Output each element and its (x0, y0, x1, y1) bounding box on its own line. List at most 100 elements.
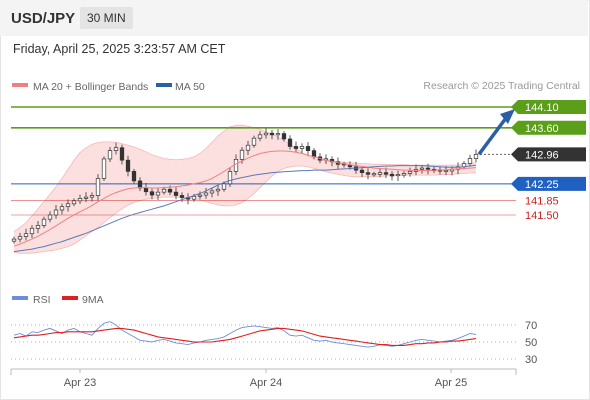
rsi-legend-swatch (12, 296, 28, 300)
rsi-panel: 70 50 30 (11, 320, 537, 366)
level-tag-resistance (511, 120, 586, 135)
candle-body (131, 171, 137, 182)
candle-body (77, 198, 83, 202)
research-credit: Research © 2025 Trading Central (423, 80, 580, 92)
candle-body (227, 171, 233, 185)
level-label-resistance: 144.10 (525, 102, 559, 114)
price-panel: 144.10 143.60 142.25 141.85 141.50 142.96 (11, 100, 586, 254)
candle-body (359, 169, 365, 173)
candle-body (173, 191, 179, 196)
candle-body (71, 200, 77, 205)
candle-body (371, 173, 377, 176)
level-label-support: 141.85 (525, 195, 559, 207)
ma50-legend-label: MA 50 (175, 81, 205, 93)
candle-body (305, 146, 311, 151)
candle-body (11, 238, 17, 242)
rsi-legend-label: RSI (33, 294, 51, 306)
ma20-legend-swatch (12, 83, 28, 87)
rsi-tick-label: 50 (525, 337, 537, 349)
candle-body (263, 132, 269, 136)
candle-body (155, 191, 161, 196)
candle-body (17, 236, 23, 240)
candle-body (119, 147, 125, 161)
candle-body (101, 158, 107, 179)
candle-body (251, 137, 257, 146)
x-tick-label: Apr 24 (250, 377, 282, 389)
candle-body (395, 174, 401, 177)
candle-body (287, 138, 293, 147)
candle-body (149, 191, 155, 196)
timeframe-badge[interactable]: 30 MIN (80, 7, 133, 29)
level-tag-pivot (511, 176, 586, 191)
candle-body (209, 190, 215, 194)
candle-body (233, 158, 239, 172)
rsi-tick-label: 30 (525, 354, 537, 366)
candle-body (113, 147, 119, 151)
candle-body (35, 225, 41, 229)
time-axis: Apr 23 Apr 24 Apr 25 (10, 368, 517, 389)
forecast-arrow-shaft (477, 116, 508, 156)
candle-body (41, 218, 47, 226)
candle-body (275, 133, 281, 136)
candle-body (197, 194, 203, 197)
candle-body (347, 164, 353, 168)
candle-body (137, 180, 143, 189)
candle-body (203, 192, 209, 196)
last-price-label: 142.96 (525, 149, 559, 161)
rsi-line (13, 321, 477, 348)
header-bar: USD/JPY 30 MIN (0, 0, 588, 36)
x-tick-label: Apr 23 (64, 377, 96, 389)
ma20-legend-label: MA 20 + Bollinger Bands (33, 81, 148, 93)
rsi-ma-line (13, 327, 477, 346)
candle-body (215, 188, 221, 192)
ma50-line (13, 164, 477, 253)
candle-body (65, 203, 71, 208)
candle-body (377, 172, 383, 175)
level-label-resistance: 143.60 (525, 123, 559, 135)
ma20-line (13, 150, 477, 247)
last-price-tag (511, 147, 586, 162)
candle-body (365, 172, 371, 175)
candle-body (245, 144, 251, 151)
x-tick-label: Apr 25 (435, 377, 467, 389)
candle-body (89, 195, 95, 198)
ma50-legend-swatch (156, 83, 172, 87)
candle-body (125, 159, 131, 172)
candle-body (179, 195, 185, 198)
rsi-ma-legend-swatch (62, 296, 78, 300)
candle-body (473, 154, 479, 159)
candle-body (47, 214, 53, 220)
candle-body (389, 173, 395, 177)
candle-body (239, 149, 245, 160)
candle-body (419, 167, 425, 170)
candle-body (443, 170, 449, 172)
bollinger-band-fill (14, 125, 476, 254)
rsi-ma-legend-label: 9MA (82, 294, 104, 306)
level-label-support: 141.50 (525, 210, 559, 222)
candle-body (29, 227, 35, 235)
level-tag-resistance (511, 100, 586, 114)
rsi-tick-label: 70 (525, 320, 537, 332)
candle-body (407, 171, 413, 174)
candle-body (299, 146, 305, 149)
candle-body (53, 209, 59, 216)
candle-body (281, 133, 287, 140)
candle-body (143, 187, 149, 193)
bollinger-upper-line (13, 124, 477, 232)
candle-body (467, 158, 473, 164)
candle-body (59, 206, 65, 211)
candle-body (95, 178, 101, 196)
candle-body (107, 150, 113, 160)
candle-body (383, 172, 389, 175)
currency-pair-title: USD/JPY (11, 10, 76, 27)
candle-body (293, 146, 299, 149)
level-label-pivot: 142.25 (525, 179, 559, 191)
candle-body (311, 150, 317, 158)
timestamp: Friday, April 25, 2025 3:23:57 AM CET (13, 42, 226, 56)
candle-body (167, 188, 173, 193)
candle-body (269, 132, 275, 136)
candle-body (257, 134, 263, 139)
forecast-arrow-head (500, 109, 515, 124)
legend: MA 20 + Bollinger Bands MA 50 RSI 9MA (12, 81, 205, 306)
